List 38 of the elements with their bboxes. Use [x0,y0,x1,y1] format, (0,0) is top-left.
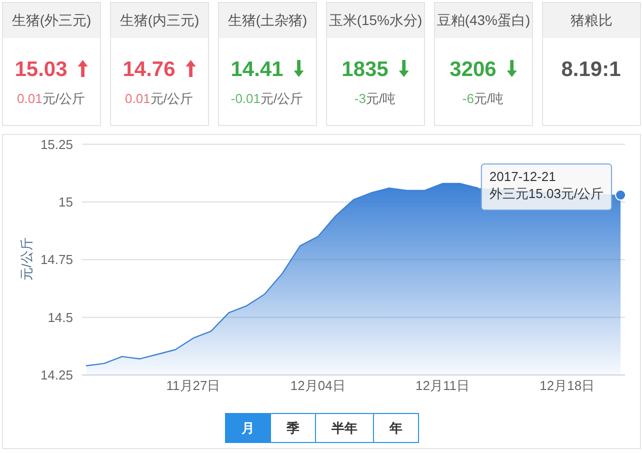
category-label: 年 [388,420,402,436]
y-tick-label: 14.25 [40,368,73,382]
annotation: 2017-12-21 [489,169,556,184]
annotation: 外三元15.03元/公斤 [489,186,604,202]
y-axis-title: 元/公斤 [19,238,34,280]
x-tick-label: 12月04日 [290,378,346,393]
text: 元/公斤 [260,91,304,106]
text: 元/公斤 [42,91,85,106]
text: 元/吨 [366,91,396,106]
x-tick-label: 11月27日 [166,378,220,393]
data-label: -6 [462,91,474,106]
x-tick-label: 12月11日 [416,378,470,393]
data-label: -0.01 [230,91,261,106]
data-label: 0.01 [17,91,42,106]
text: 豆粕(43%蛋白) [436,12,530,28]
text: 8.19:1 [561,58,622,81]
y-tick-label: 14.5 [48,310,73,325]
y-tick-label: 14.75 [40,252,73,268]
x-tick-label: 12月18日 [540,378,595,393]
text: 生猪(外三元) [12,12,92,28]
text: 15.03 [14,58,68,81]
text: 生猪(内三元) [120,12,200,28]
text: 猪粮比 [570,12,612,28]
data-label: -3 [354,91,366,106]
text: 14.41 [230,58,284,81]
text: 14.76 [122,58,176,81]
y-tick-label: 15.25 [40,136,73,152]
category-label: 月 [240,420,254,436]
text: 元/公斤 [150,91,193,106]
data-label: 0.01 [125,91,150,106]
text: 生猪(土杂猪) [228,12,308,28]
text: 元/吨 [474,91,504,106]
category-label: 季 [286,420,300,436]
category-label: 半年 [330,420,358,436]
text: 3206 [450,58,496,81]
y-tick-label: 15 [58,194,73,210]
text: 玉米(15%水分) [328,12,422,28]
text: 1835 [342,58,389,81]
